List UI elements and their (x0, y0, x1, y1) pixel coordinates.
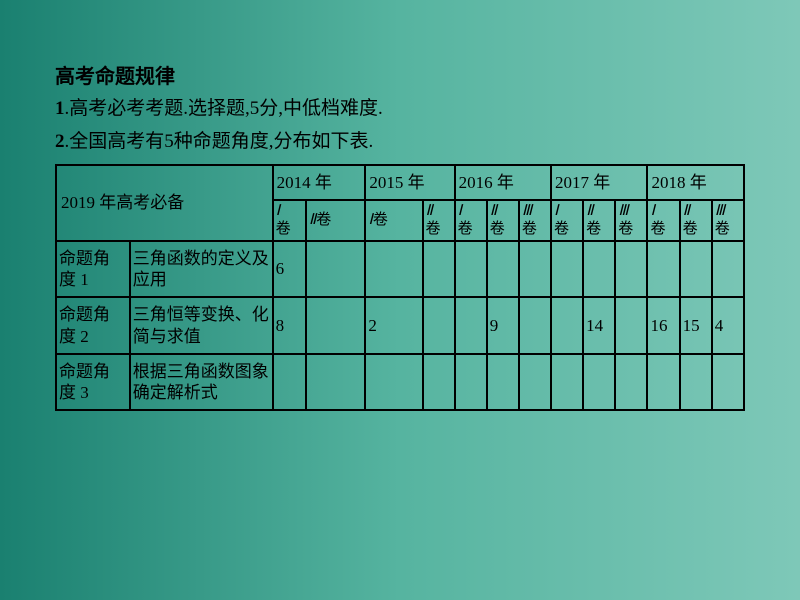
cell: 15 (680, 297, 712, 354)
angle-label: 命题角度 3 (56, 354, 130, 411)
angle-desc: 三角恒等变换、化简与求值 (130, 297, 273, 354)
cell (365, 241, 422, 298)
cell (647, 241, 679, 298)
year-2016: 2016 年 (455, 165, 551, 200)
exam-pattern-table: 2019 年高考必备 2014 年 2015 年 2016 年 2017 年 2… (55, 164, 745, 411)
page-title: 高考命题规律 (55, 60, 745, 89)
cell (273, 354, 306, 411)
sub-2014-2: Ⅱ卷 (306, 200, 366, 241)
sub-2018-3: Ⅲ卷 (712, 200, 744, 241)
sub-2017-3: Ⅲ卷 (615, 200, 647, 241)
sub-2015-2: Ⅱ卷 (423, 200, 455, 241)
angle-label: 命题角度 2 (56, 297, 130, 354)
cell (306, 354, 366, 411)
cell (455, 354, 487, 411)
cell (583, 354, 615, 411)
intro-line-2: 2.全国高考有5种命题角度,分布如下表. (55, 128, 745, 157)
sub-2018-2: Ⅱ卷 (680, 200, 712, 241)
cell (455, 241, 487, 298)
cell: 14 (583, 297, 615, 354)
sub-2018-1: Ⅰ卷 (647, 200, 679, 241)
cell (455, 297, 487, 354)
year-2017: 2017 年 (551, 165, 647, 200)
sub-2016-1: Ⅰ卷 (455, 200, 487, 241)
year-2014: 2014 年 (273, 165, 366, 200)
cell: 9 (487, 297, 519, 354)
table-row: 命题角度 3 根据三角函数图象确定解析式 (56, 354, 744, 411)
cell (487, 354, 519, 411)
header-main: 2019 年高考必备 (56, 165, 273, 241)
cell (647, 354, 679, 411)
cell (423, 354, 455, 411)
cell (306, 241, 366, 298)
cell (487, 241, 519, 298)
angle-desc: 三角函数的定义及应用 (130, 241, 273, 298)
cell (519, 297, 551, 354)
line1-num: 1 (55, 98, 65, 119)
cell (306, 297, 366, 354)
cell (615, 354, 647, 411)
line1-text: .高考必考考题.选择题,5分,中低档难度. (65, 98, 383, 119)
angle-desc: 根据三角函数图象确定解析式 (130, 354, 273, 411)
cell (680, 354, 712, 411)
cell (551, 354, 583, 411)
sub-2015-1: Ⅰ卷 (365, 200, 422, 241)
cell (712, 354, 744, 411)
intro-line-1: 1.高考必考考题.选择题,5分,中低档难度. (55, 95, 745, 124)
cell (583, 241, 615, 298)
table-row: 命题角度 2 三角恒等变换、化简与求值 8 2 9 14 16 15 4 (56, 297, 744, 354)
cell (519, 354, 551, 411)
cell (551, 241, 583, 298)
sub-2016-3: Ⅲ卷 (519, 200, 551, 241)
cell (712, 241, 744, 298)
angle-label: 命题角度 1 (56, 241, 130, 298)
sub-2017-1: Ⅰ卷 (551, 200, 583, 241)
cell: 6 (273, 241, 306, 298)
cell (615, 297, 647, 354)
cell: 16 (647, 297, 679, 354)
sub-2014-1: Ⅰ卷 (273, 200, 306, 241)
line2-num: 2 (55, 131, 65, 152)
cell: 2 (365, 297, 422, 354)
cell: 4 (712, 297, 744, 354)
cell (551, 297, 583, 354)
cell (680, 241, 712, 298)
cell: 8 (273, 297, 306, 354)
cell (423, 241, 455, 298)
table-row: 命题角度 1 三角函数的定义及应用 6 (56, 241, 744, 298)
header-row-years: 2019 年高考必备 2014 年 2015 年 2016 年 2017 年 2… (56, 165, 744, 200)
cell (615, 241, 647, 298)
line2-text: .全国高考有5种命题角度,分布如下表. (65, 131, 374, 152)
year-2018: 2018 年 (647, 165, 744, 200)
cell (519, 241, 551, 298)
year-2015: 2015 年 (365, 165, 454, 200)
cell (423, 297, 455, 354)
sub-2016-2: Ⅱ卷 (487, 200, 519, 241)
sub-2017-2: Ⅱ卷 (583, 200, 615, 241)
cell (365, 354, 422, 411)
